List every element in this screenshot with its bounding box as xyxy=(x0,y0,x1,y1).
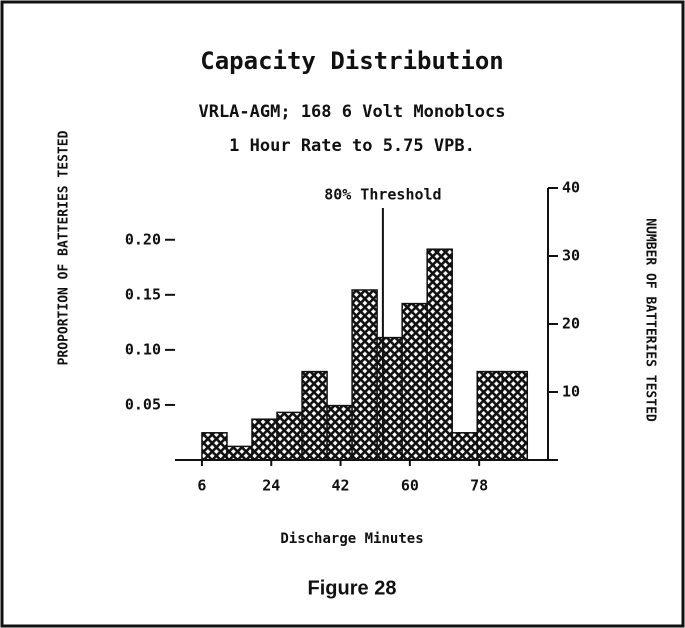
bar xyxy=(326,404,353,461)
y-tick-label: 0.20 xyxy=(125,230,161,248)
y2-tick-label: 20 xyxy=(562,315,580,333)
bar xyxy=(451,432,478,461)
bar xyxy=(476,370,504,461)
x-tick-label: 42 xyxy=(332,477,350,495)
x-tick-label: 24 xyxy=(262,477,280,495)
x-axis-label: Discharge Minutes xyxy=(280,531,423,547)
x-tick-label: 60 xyxy=(401,477,419,495)
bar xyxy=(401,302,428,461)
bar xyxy=(426,248,453,461)
x-tick-label: 6 xyxy=(197,477,206,495)
subtitle: 1 Hour Rate to 5.75 VPB. xyxy=(229,136,475,156)
bar xyxy=(251,418,278,461)
chart-title: Capacity Distribution xyxy=(200,47,503,75)
y-axis-label: PROPORTION OF BATTERIES TESTED xyxy=(57,130,72,365)
y-tick-label: 0.05 xyxy=(125,395,161,413)
y2-axis-label: NUMBER OF BATTERIES TESTED xyxy=(643,218,658,422)
caption: Figure 28 xyxy=(308,577,397,599)
annotation: 80% Threshold xyxy=(324,186,441,204)
bar xyxy=(351,289,378,461)
x-tick-label: 78 xyxy=(470,477,488,495)
y2-tick-label: 10 xyxy=(562,383,580,401)
bar xyxy=(201,432,228,461)
y-tick-label: 0.10 xyxy=(125,340,161,358)
y2-tick-label: 30 xyxy=(562,247,580,265)
subtitle: VRLA-AGM; 168 6 Volt Monoblocs xyxy=(198,102,505,122)
y2-tick-label: 40 xyxy=(562,179,580,197)
bar xyxy=(226,445,253,461)
bar xyxy=(301,370,328,461)
bar xyxy=(501,370,529,461)
bar xyxy=(276,411,303,461)
bar xyxy=(376,336,403,461)
y-tick-label: 0.15 xyxy=(125,285,161,303)
